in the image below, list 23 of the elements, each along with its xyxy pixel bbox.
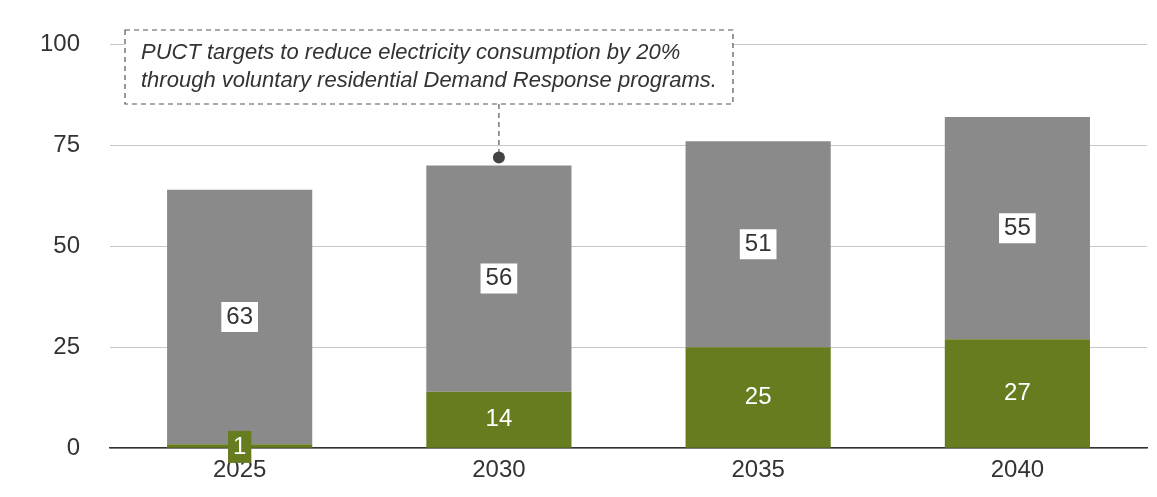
data-label: 56 (485, 263, 513, 291)
bar (685, 141, 831, 348)
x-tick-label: 2040 (990, 455, 1045, 483)
data-label: 25 (744, 382, 772, 410)
y-tick-label: 100 (40, 29, 81, 57)
data-label: 63 (226, 301, 254, 329)
bar (685, 347, 831, 448)
bar (944, 339, 1090, 448)
y-tick-label: 50 (53, 230, 81, 258)
data-label: 55 (1004, 212, 1031, 240)
x-tick-label: 2030 (472, 455, 526, 483)
bar (426, 165, 572, 392)
y-tick-label: 25 (53, 331, 81, 359)
data-label: 14 (485, 404, 513, 432)
x-tick-label: 2035 (731, 455, 785, 483)
bar (944, 117, 1090, 340)
bar (426, 391, 572, 448)
data-label: 27 (1004, 378, 1031, 406)
data-label: 1 (232, 431, 247, 459)
y-tick-label: 0 (66, 432, 81, 460)
data-label: 51 (744, 228, 772, 256)
annotation: PUCT targets to reduce electricity consumption by 20% through voluntary residential Demand Response programs. (141, 39, 717, 93)
y-tick-label: 75 (53, 129, 81, 157)
